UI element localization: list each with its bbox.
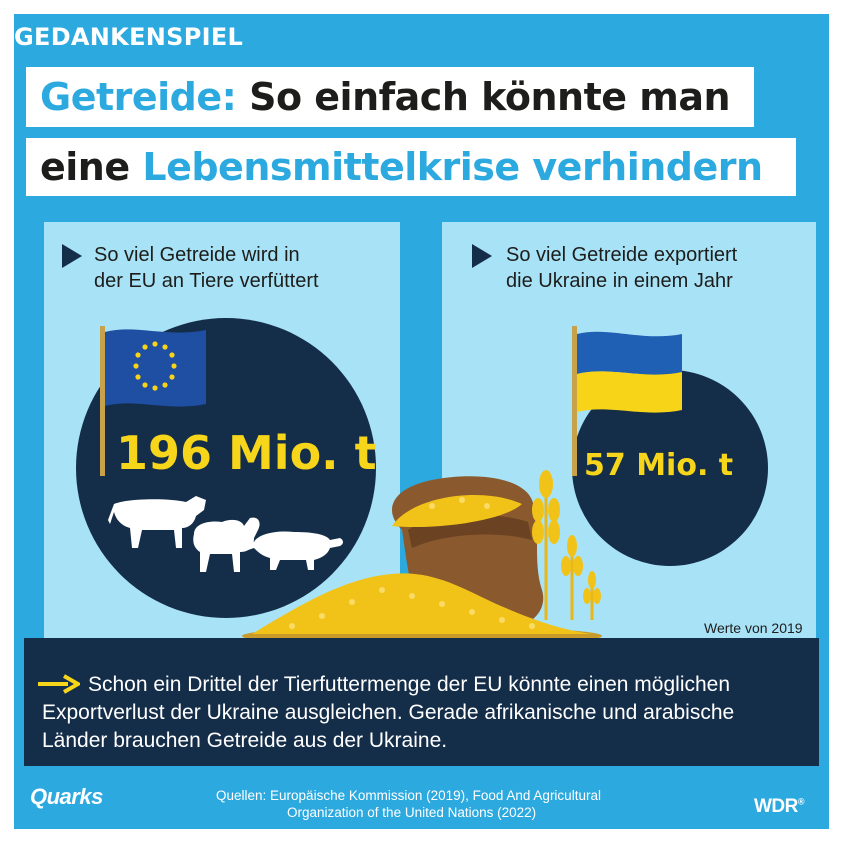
conclusion-line-1: Schon ein Drittel der Tierfuttermenge de… — [88, 673, 731, 696]
ukraine-flag-icon — [572, 326, 682, 476]
eu-value: 196 Mio. t — [116, 426, 377, 480]
conclusion-box: Schon ein Drittel der Tierfuttermenge de… — [24, 638, 819, 766]
eu-stars — [133, 341, 177, 391]
bullet-triangle-icon — [472, 244, 492, 268]
conclusion-line-3: Länder brauchen Getreide aus der Ukraine… — [42, 729, 448, 752]
wdr-logo-text: WDR — [754, 796, 798, 817]
wdr-logo: WDR® — [754, 796, 805, 818]
title-line-2: eine Lebensmittelkrise verhindern — [26, 138, 796, 196]
conclusion-line-2: Exportverlust der Ukraine ausgleichen. G… — [42, 701, 735, 724]
grain-highlights — [289, 497, 535, 629]
animals-group — [108, 496, 343, 572]
pig-icon — [247, 531, 343, 570]
title-accent-1: Getreide: — [40, 75, 237, 119]
sheep-icon — [193, 517, 260, 572]
ukraine-text-line-2: die Ukraine in einem Jahr — [506, 270, 733, 292]
eu-text-line-2: der EU an Tiere verfüttert — [94, 270, 319, 292]
arrow-right-icon — [38, 674, 80, 694]
kicker-label: GEDANKENSPIEL — [14, 23, 244, 51]
eu-text-line-1: So viel Getreide wird in — [94, 244, 300, 266]
title-accent-2: Lebensmittelkrise verhindern — [142, 145, 763, 189]
eu-panel-text: So viel Getreide wird in der EU an Tiere… — [94, 242, 394, 294]
wheat-icon — [532, 470, 601, 620]
sources-line-2: Organization of the United Nations (2022… — [287, 805, 537, 820]
bullet-triangle-icon — [62, 244, 82, 268]
ukraine-circle — [572, 370, 768, 566]
title-line-1: Getreide: So einfach könnte man — [26, 67, 754, 127]
sack-grain-top — [392, 495, 522, 528]
title-lead-2: eine — [40, 145, 143, 189]
ukraine-circle-graphic — [572, 370, 768, 566]
values-year-note: Werte von 2019 — [704, 620, 803, 636]
title-rest-1: So einfach könnte man — [236, 75, 731, 119]
ukraine-value: 57 Mio. t — [584, 448, 734, 483]
eu-flag-icon — [100, 326, 206, 476]
grain-pile — [252, 573, 592, 634]
quarks-logo: Quarks — [30, 784, 103, 809]
ukraine-panel-text: So viel Getreide exportiert die Ukraine … — [506, 242, 806, 294]
sources-line-1: Quellen: Europäische Kommission (2019), … — [216, 788, 601, 803]
registered-mark: ® — [797, 796, 805, 807]
cow-icon — [108, 496, 206, 548]
ukraine-text-line-1: So viel Getreide exportiert — [506, 244, 738, 266]
